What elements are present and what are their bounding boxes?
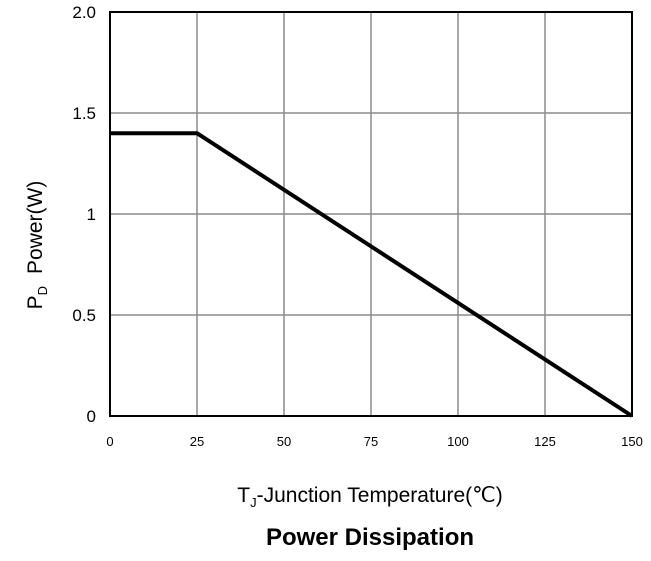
y-tick-label: 1.5 [72,104,96,123]
y-axis-ticks: 0 0.5 1 1.5 2.0 [72,3,96,426]
x-axis-title-subscript: J [250,495,257,510]
y-tick-label: 0.5 [72,306,96,325]
x-axis-title-rest: -Junction Temperature(℃) [257,484,503,507]
y-axis-title-main: P [24,295,47,309]
series-layer [110,131,634,418]
x-tick-label: 0 [106,434,113,449]
chart-title: Power Dissipation [266,524,474,551]
x-tick-label: 100 [447,434,469,449]
y-tick-label: 1 [87,205,96,224]
series-line-0 [110,131,634,418]
y-axis-title-rest: Power(W) [24,181,47,274]
x-tick-label: 125 [534,434,556,449]
x-tick-label: 150 [621,434,643,449]
x-axis-ticks: 0 25 50 75 100 125 150 [106,434,642,449]
x-tick-label: 75 [364,434,378,449]
grid [110,12,632,416]
x-tick-label: 50 [277,434,291,449]
x-tick-label: 25 [190,434,204,449]
x-axis-title: TJ-Junction Temperature(℃) [237,484,502,510]
x-axis-title-main: T [237,484,250,507]
y-axis-title-subscript: D [35,286,50,295]
y-tick-label: 2.0 [72,3,96,22]
y-axis-title: PD Power(W) [24,181,50,310]
plot-frame [109,11,633,417]
y-tick-label: 0 [87,407,96,426]
